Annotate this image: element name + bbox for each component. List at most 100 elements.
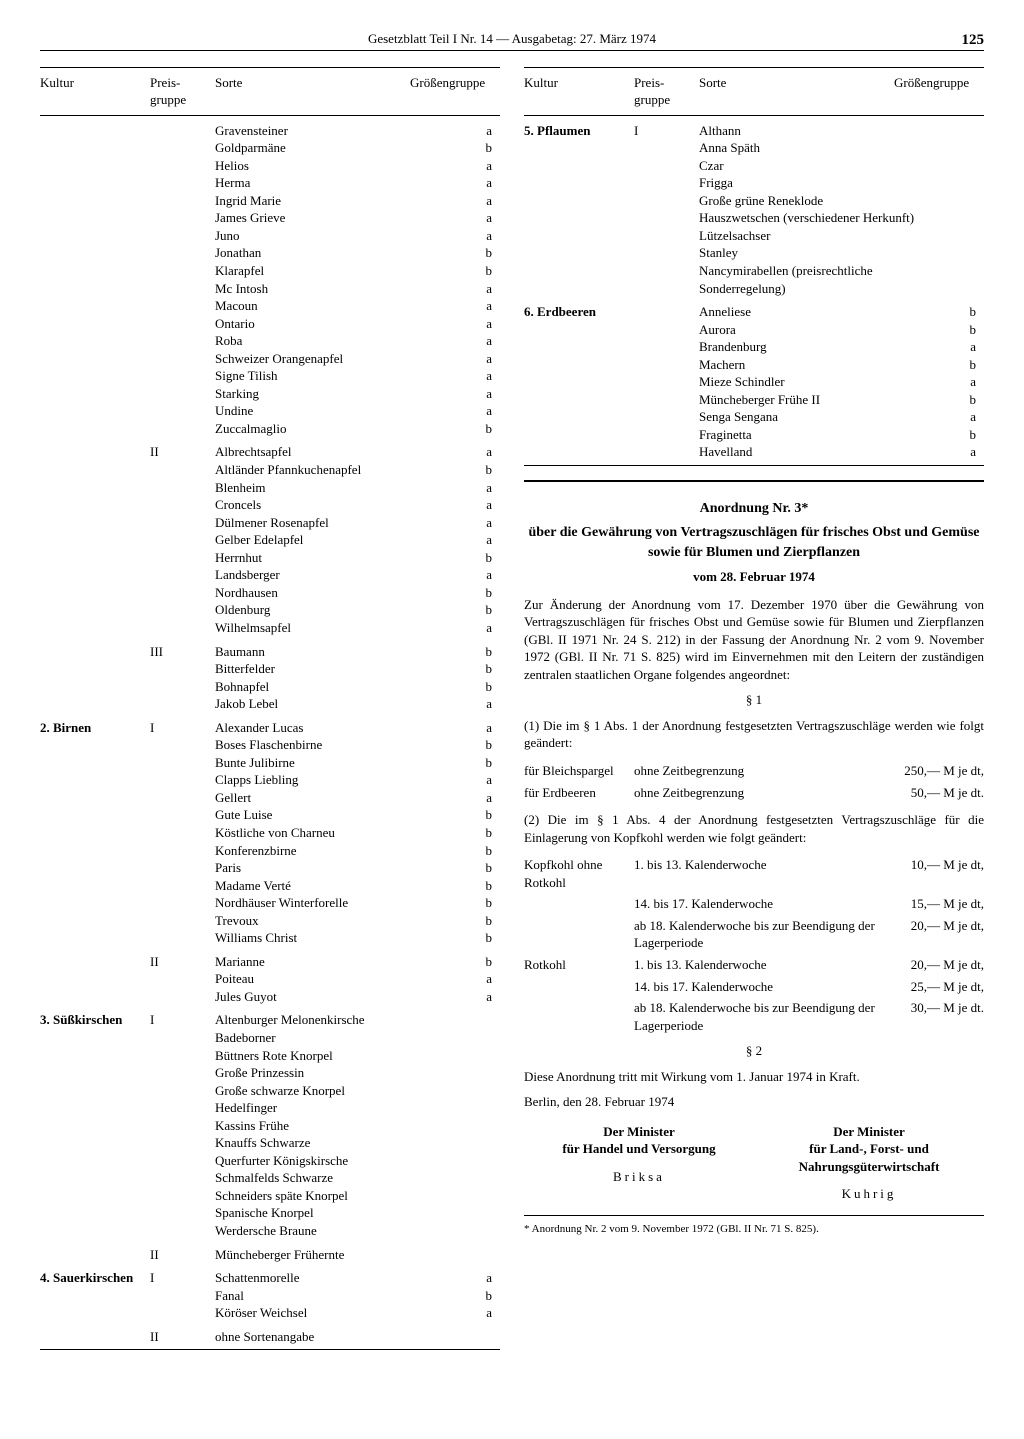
sorte-cell: Brandenburg xyxy=(699,338,954,356)
groessengruppe-cell xyxy=(470,1134,500,1152)
groessengruppe-cell xyxy=(954,192,984,210)
rate-cell: ab 18. Kalenderwoche bis zur Beendigung … xyxy=(634,917,884,952)
kultur-cell xyxy=(40,912,150,930)
groessengruppe-cell xyxy=(954,122,984,140)
preisgruppe-cell xyxy=(150,1117,215,1135)
groessengruppe-cell xyxy=(954,227,984,245)
groessengruppe-cell: b xyxy=(470,1287,500,1305)
sorte-cell: Spanische Knorpel xyxy=(215,1204,470,1222)
section-2: § 2 xyxy=(524,1042,984,1060)
sorte-cell: Kassins Frühe xyxy=(215,1117,470,1135)
groessengruppe-cell: a xyxy=(470,402,500,420)
right-table-header: Kultur Preis- gruppe Sorte Größengruppe xyxy=(524,67,984,116)
sorte-cell: Anna Späth xyxy=(699,139,954,157)
groessengruppe-cell: b xyxy=(470,824,500,842)
preisgruppe-cell xyxy=(150,806,215,824)
sorte-cell: Fraginetta xyxy=(699,426,954,444)
rate-row: für Bleichspargelohne Zeitbegrenzung250,… xyxy=(524,760,984,782)
sorte-cell: Nancymirabellen (preisrechtliche Sonderr… xyxy=(699,262,954,297)
sorte-cell: Mc Intosh xyxy=(215,280,470,298)
sorte-cell: Herma xyxy=(215,174,470,192)
preisgruppe-cell: I xyxy=(634,122,699,140)
sorte-cell: Gelber Edelapfel xyxy=(215,531,470,549)
preisgruppe-cell xyxy=(150,912,215,930)
page-number: 125 xyxy=(962,30,985,50)
rate-cell: 20,— M je dt, xyxy=(884,917,984,952)
kultur-cell xyxy=(40,566,150,584)
preisgruppe-cell xyxy=(150,385,215,403)
sorte-cell: Nordhäuser Winterforelle xyxy=(215,894,470,912)
kultur-cell xyxy=(40,988,150,1006)
groessengruppe-cell: a xyxy=(470,227,500,245)
kultur-cell xyxy=(40,209,150,227)
kultur-cell xyxy=(40,929,150,947)
sorte-cell: Nordhausen xyxy=(215,584,470,602)
kultur-cell xyxy=(524,139,634,157)
sorte-cell: Zuccalmaglio xyxy=(215,420,470,438)
preisgruppe-cell xyxy=(150,1204,215,1222)
sorte-cell: Albrechtsapfel xyxy=(215,443,470,461)
kultur-cell xyxy=(40,1117,150,1135)
sorte-cell: Boses Flaschenbirne xyxy=(215,736,470,754)
kultur-cell xyxy=(524,356,634,374)
rate-cell: 30,— M je dt. xyxy=(884,999,984,1034)
para-2: (2) Die im § 1 Abs. 4 der Anordnung fest… xyxy=(524,811,984,846)
kultur-cell xyxy=(524,391,634,409)
kultur-cell xyxy=(40,953,150,971)
preisgruppe-cell xyxy=(634,192,699,210)
sorte-cell: Madame Verté xyxy=(215,877,470,895)
preisgruppe-cell xyxy=(150,461,215,479)
groessengruppe-cell: a xyxy=(470,192,500,210)
preisgruppe-cell xyxy=(150,1082,215,1100)
groessengruppe-cell xyxy=(470,1152,500,1170)
sorte-cell: Mieze Schindler xyxy=(699,373,954,391)
kultur-cell: 2. Birnen xyxy=(40,719,150,737)
sorte-cell: Gravensteiner xyxy=(215,122,470,140)
sig-l2: für Handel und Versorgung xyxy=(524,1140,754,1158)
groessengruppe-cell: b xyxy=(470,139,500,157)
sorte-cell: Jakob Lebel xyxy=(215,695,470,713)
preisgruppe-cell xyxy=(150,332,215,350)
kultur-cell xyxy=(40,350,150,368)
rate-cell: 14. bis 17. Kalenderwoche xyxy=(634,895,884,913)
kultur-cell xyxy=(524,227,634,245)
kultur-cell xyxy=(40,601,150,619)
sorte-cell: Altenburger Melonenkirsche xyxy=(215,1011,470,1029)
preisgruppe-cell xyxy=(150,988,215,1006)
kultur-cell xyxy=(40,678,150,696)
groessengruppe-cell: a xyxy=(954,443,984,461)
sorte-cell: Müncheberger Frühe II xyxy=(699,391,954,409)
preisgruppe-cell xyxy=(150,1134,215,1152)
sorte-cell: Große Prinzessin xyxy=(215,1064,470,1082)
preisgruppe-cell: II xyxy=(150,1246,215,1264)
signature-block: Der Minister für Handel und Versorgung B… xyxy=(524,1123,984,1203)
groessengruppe-cell: a xyxy=(470,297,500,315)
preisgruppe-cell xyxy=(150,244,215,262)
preisgruppe-cell: II xyxy=(150,1328,215,1346)
groessengruppe-cell xyxy=(470,1099,500,1117)
sorte-cell: Juno xyxy=(215,227,470,245)
rate-cell: 1. bis 13. Kalenderwoche xyxy=(634,856,884,891)
preisgruppe-cell xyxy=(634,321,699,339)
rate-cell: 250,— M je dt, xyxy=(884,762,984,780)
sorte-cell: Machern xyxy=(699,356,954,374)
sorte-cell: Roba xyxy=(215,332,470,350)
sorte-cell: Stanley xyxy=(699,244,954,262)
groessengruppe-cell: a xyxy=(470,695,500,713)
preisgruppe-cell xyxy=(150,695,215,713)
preisgruppe-cell xyxy=(634,303,699,321)
kultur-cell xyxy=(40,262,150,280)
preisgruppe-cell xyxy=(634,426,699,444)
groessengruppe-cell: a xyxy=(470,1304,500,1322)
preisgruppe-cell xyxy=(634,262,699,297)
preisgruppe-cell xyxy=(150,227,215,245)
groessengruppe-cell: a xyxy=(470,443,500,461)
kultur-cell xyxy=(40,157,150,175)
rate-cell: ab 18. Kalenderwoche bis zur Beendigung … xyxy=(634,999,884,1034)
rate-cell: 14. bis 17. Kalenderwoche xyxy=(634,978,884,996)
sorte-cell: Bitterfelder xyxy=(215,660,470,678)
groessengruppe-cell: a xyxy=(470,771,500,789)
preisgruppe-cell xyxy=(634,139,699,157)
kultur-cell xyxy=(40,1187,150,1205)
preisgruppe-cell xyxy=(150,1064,215,1082)
